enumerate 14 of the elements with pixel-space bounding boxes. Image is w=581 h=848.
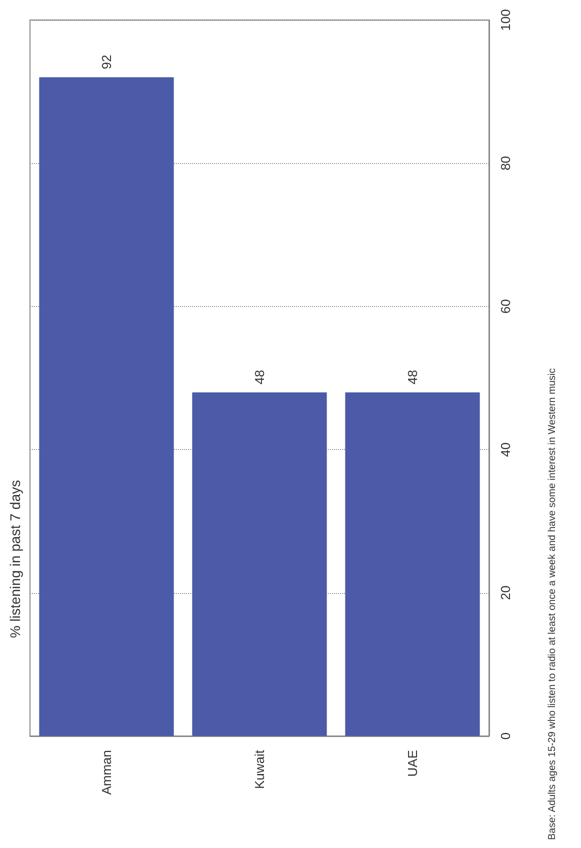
- y-tick-label: 60: [498, 299, 513, 314]
- y-tick-label: 0: [498, 732, 513, 740]
- y-tick-label: 80: [498, 156, 513, 170]
- y-tick-label: 20: [498, 586, 513, 600]
- y-tick-label: 40: [498, 442, 513, 457]
- y-tick-label: 100: [498, 9, 513, 31]
- text: % listening in past 7 days: [7, 480, 23, 638]
- data-label: 92: [99, 54, 114, 70]
- x-tick-label: Amman: [99, 750, 114, 795]
- x-tick-label: Kuwait: [252, 750, 267, 790]
- x-tick-label: UAE: [405, 750, 420, 777]
- data-label: 48: [252, 370, 267, 384]
- text: Base: Adults ages 15-29 who listen to radio at least once a week and have some interest in Western music: [547, 368, 558, 840]
- data-label: 48: [405, 370, 420, 384]
